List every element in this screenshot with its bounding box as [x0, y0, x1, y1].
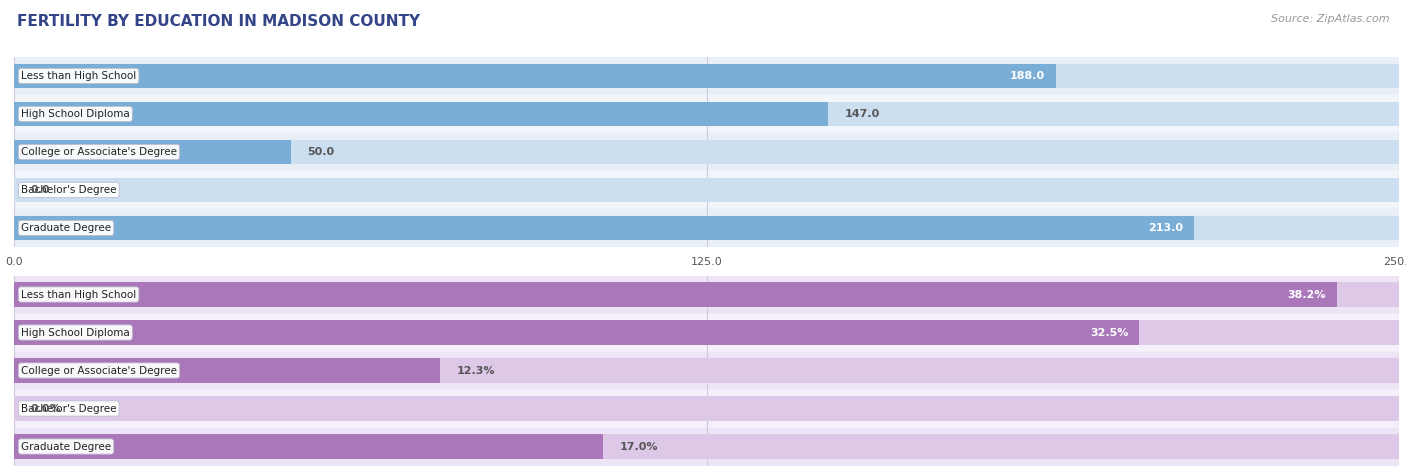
- Text: Less than High School: Less than High School: [21, 71, 136, 81]
- Bar: [14, 396, 1399, 421]
- Bar: [14, 102, 828, 126]
- Bar: [14, 282, 1399, 307]
- Bar: [14, 95, 1399, 133]
- Bar: [14, 216, 1399, 240]
- Text: 12.3%: 12.3%: [457, 365, 495, 376]
- Bar: [14, 390, 1399, 428]
- Bar: [14, 133, 1399, 171]
- Bar: [14, 320, 1399, 345]
- Bar: [14, 320, 1139, 345]
- Bar: [14, 358, 440, 383]
- Text: Less than High School: Less than High School: [21, 289, 136, 300]
- Text: Source: ZipAtlas.com: Source: ZipAtlas.com: [1271, 14, 1389, 24]
- Text: High School Diploma: High School Diploma: [21, 109, 129, 119]
- Bar: [14, 276, 1399, 314]
- Bar: [14, 428, 1399, 466]
- Bar: [14, 314, 1399, 352]
- Text: Graduate Degree: Graduate Degree: [21, 441, 111, 452]
- Text: Bachelor's Degree: Bachelor's Degree: [21, 185, 117, 195]
- Bar: [14, 57, 1399, 95]
- Text: 38.2%: 38.2%: [1286, 289, 1326, 300]
- Text: Bachelor's Degree: Bachelor's Degree: [21, 403, 117, 414]
- Text: 17.0%: 17.0%: [619, 441, 658, 452]
- Bar: [14, 434, 603, 459]
- Text: 147.0: 147.0: [845, 109, 880, 119]
- Bar: [14, 140, 1399, 164]
- Bar: [14, 358, 1399, 383]
- Bar: [14, 209, 1399, 247]
- Text: 32.5%: 32.5%: [1090, 327, 1128, 338]
- Text: 0.0: 0.0: [31, 185, 51, 195]
- Bar: [14, 352, 1399, 390]
- Bar: [14, 171, 1399, 209]
- Text: Graduate Degree: Graduate Degree: [21, 223, 111, 233]
- Text: College or Associate's Degree: College or Associate's Degree: [21, 365, 177, 376]
- Bar: [14, 178, 1399, 202]
- Text: 213.0: 213.0: [1147, 223, 1182, 233]
- Bar: [14, 102, 1399, 126]
- Text: High School Diploma: High School Diploma: [21, 327, 129, 338]
- Text: 50.0: 50.0: [308, 147, 335, 157]
- Bar: [14, 64, 1056, 88]
- Bar: [14, 434, 1399, 459]
- Bar: [14, 64, 1399, 88]
- Bar: [14, 216, 1194, 240]
- Text: FERTILITY BY EDUCATION IN MADISON COUNTY: FERTILITY BY EDUCATION IN MADISON COUNTY: [17, 14, 420, 29]
- Text: 188.0: 188.0: [1010, 71, 1045, 81]
- Text: College or Associate's Degree: College or Associate's Degree: [21, 147, 177, 157]
- Bar: [14, 282, 1337, 307]
- Text: 0.0%: 0.0%: [31, 403, 62, 414]
- Bar: [14, 140, 291, 164]
